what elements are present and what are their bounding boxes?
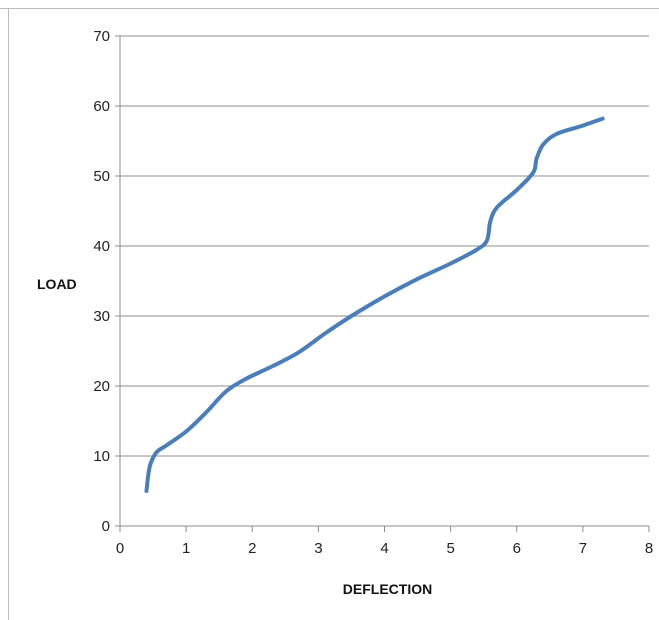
- x-tick-label-8: 8: [645, 540, 653, 557]
- y-tick-label-60: 60: [93, 98, 110, 115]
- series-line-0: [144, 116, 605, 493]
- y-axis-title: LOAD: [37, 276, 77, 292]
- y-tick-label-10: 10: [93, 448, 110, 465]
- y-tick-label-20: 20: [93, 378, 110, 395]
- axis-layer: [115, 35, 650, 532]
- x-tick-label-3: 3: [314, 540, 322, 557]
- y-tick-label-30: 30: [93, 308, 110, 325]
- y-tick-label-40: 40: [93, 238, 110, 255]
- y-tick-label-0: 0: [102, 518, 110, 535]
- x-tick-label-1: 1: [182, 540, 190, 557]
- x-tick-label-7: 7: [579, 540, 587, 557]
- x-tick-label-2: 2: [248, 540, 256, 557]
- series-layer: [144, 116, 605, 493]
- x-tick-labels: 0 1 2 3 4 5 6 7 8: [116, 540, 653, 557]
- x-axis-title: DEFLECTION: [343, 581, 432, 597]
- y-tick-label-50: 50: [93, 168, 110, 185]
- x-tick-label-6: 6: [513, 540, 521, 557]
- grid-layer: [120, 35, 649, 457]
- x-tick-label-4: 4: [380, 540, 388, 557]
- x-tick-label-0: 0: [116, 540, 124, 557]
- frame-border-left: [8, 8, 9, 620]
- x-tick-label-5: 5: [446, 540, 454, 557]
- y-tick-labels: 0 10 20 30 40 50 60 70: [93, 28, 110, 535]
- y-tick-label-70: 70: [93, 28, 110, 45]
- frame-border-top: [0, 8, 659, 9]
